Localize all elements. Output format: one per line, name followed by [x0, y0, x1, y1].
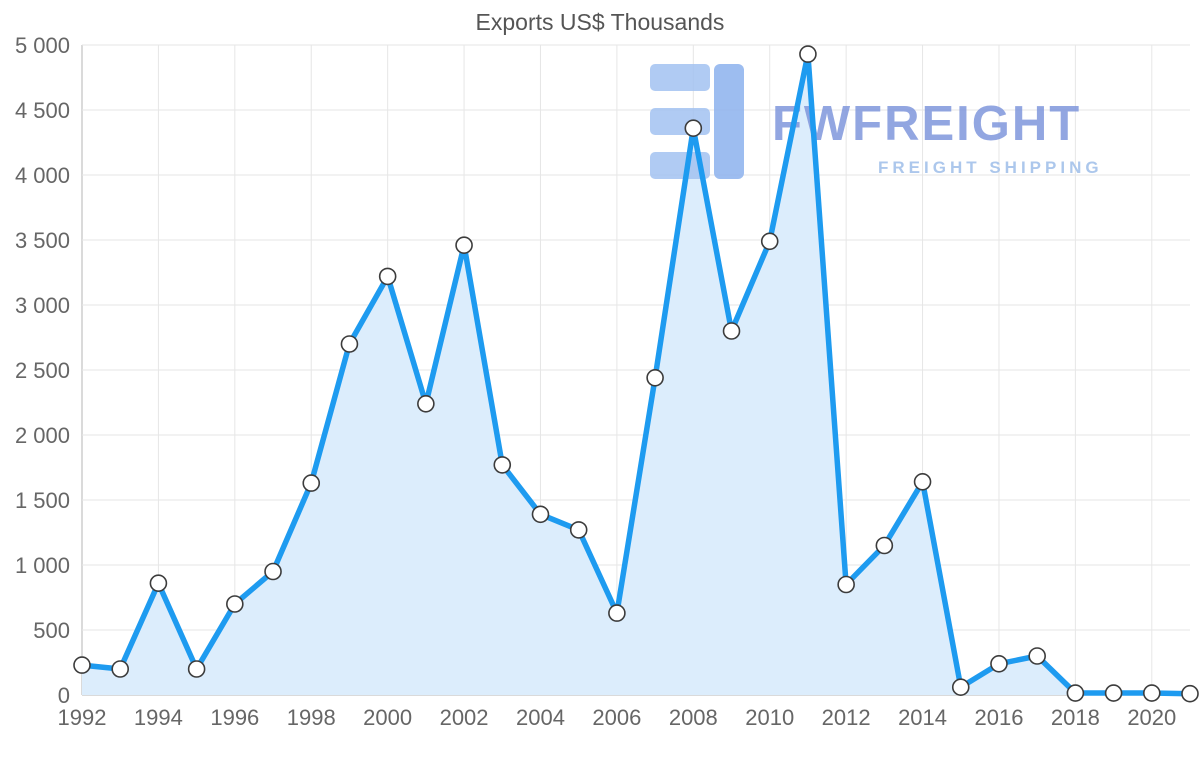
data-point[interactable]: [684, 119, 703, 137]
x-axis-tick-label: 2000: [363, 705, 412, 730]
data-point[interactable]: [187, 660, 206, 678]
y-axis-tick-label: 1 500: [15, 488, 70, 513]
data-point[interactable]: [760, 232, 779, 251]
data-point[interactable]: [608, 604, 626, 622]
data-point[interactable]: [1028, 647, 1046, 665]
data-point[interactable]: [1104, 684, 1123, 702]
logo-bar-vertical: [714, 64, 744, 179]
y-axis-tick-label: 0: [58, 683, 70, 708]
x-axis-tick-label: 2020: [1127, 705, 1176, 730]
data-point[interactable]: [1181, 684, 1199, 703]
chart-title: Exports US$ Thousands: [475, 9, 725, 35]
watermark-title: FWFREIGHT: [772, 97, 1081, 151]
y-axis-tick-label: 4 000: [15, 163, 70, 188]
y-axis-tick-label: 5 000: [15, 33, 70, 58]
data-point[interactable]: [837, 575, 855, 594]
y-axis-tick-label: 3 000: [15, 293, 70, 318]
data-point[interactable]: [1142, 684, 1161, 702]
x-axis-tick-label: 2016: [974, 705, 1023, 730]
data-point[interactable]: [111, 660, 130, 678]
data-point[interactable]: [149, 574, 168, 593]
data-point[interactable]: [302, 474, 321, 492]
x-axis-tick-label: 1992: [58, 705, 107, 730]
data-point[interactable]: [378, 267, 397, 286]
data-point[interactable]: [1066, 684, 1085, 702]
watermark: FWFREIGHT FREIGHT SHIPPING: [650, 64, 1103, 179]
x-axis-tick-label: 1998: [287, 705, 336, 730]
data-point[interactable]: [73, 656, 91, 674]
axis-label-layer: 0 500 1 000 1 500 2 000 2 500 3 000 3 500 4 000 4…: [15, 33, 1176, 730]
watermark-subtitle: FREIGHT SHIPPING: [878, 158, 1103, 177]
data-point[interactable]: [493, 456, 512, 474]
x-axis-tick-label: 2002: [440, 705, 489, 730]
x-axis-tick-label: 2010: [745, 705, 794, 730]
data-point[interactable]: [569, 521, 588, 539]
y-axis-tick-label: 2 500: [15, 358, 70, 383]
y-axis-tick-label: 2 000: [15, 423, 70, 448]
data-point[interactable]: [722, 322, 741, 340]
data-point[interactable]: [646, 368, 664, 387]
x-axis-tick-label: 2006: [592, 705, 641, 730]
marker-layer: [73, 45, 1199, 703]
x-axis-tick-label: 2012: [822, 705, 871, 730]
area-fill: [82, 54, 1190, 696]
data-point[interactable]: [226, 595, 244, 613]
data-point[interactable]: [913, 472, 932, 491]
x-axis-tick-label: 2008: [669, 705, 718, 730]
data-point[interactable]: [455, 236, 473, 254]
fwfreight-logo-icon: [650, 64, 744, 179]
x-axis-tick-label: 1996: [210, 705, 259, 730]
x-axis-tick-label: 1994: [134, 705, 183, 730]
data-point[interactable]: [531, 505, 550, 524]
logo-bar-top: [650, 64, 710, 91]
data-point[interactable]: [340, 335, 359, 353]
y-axis-tick-label: 3 500: [15, 228, 70, 253]
area-layer: [82, 54, 1190, 696]
data-point[interactable]: [990, 654, 1008, 673]
y-axis-tick-label: 1 000: [15, 553, 70, 578]
data-point[interactable]: [264, 562, 282, 581]
data-point[interactable]: [951, 678, 970, 697]
y-axis-tick-label: 4 500: [15, 98, 70, 123]
data-point[interactable]: [799, 45, 817, 63]
logo-bar-bottom: [650, 152, 710, 179]
x-axis-tick-label: 2014: [898, 705, 947, 730]
data-point[interactable]: [875, 536, 894, 555]
y-axis-tick-label: 500: [33, 618, 70, 643]
x-axis-tick-label: 2004: [516, 705, 565, 730]
x-axis-tick-label: 2018: [1051, 705, 1100, 730]
data-point[interactable]: [417, 394, 435, 413]
